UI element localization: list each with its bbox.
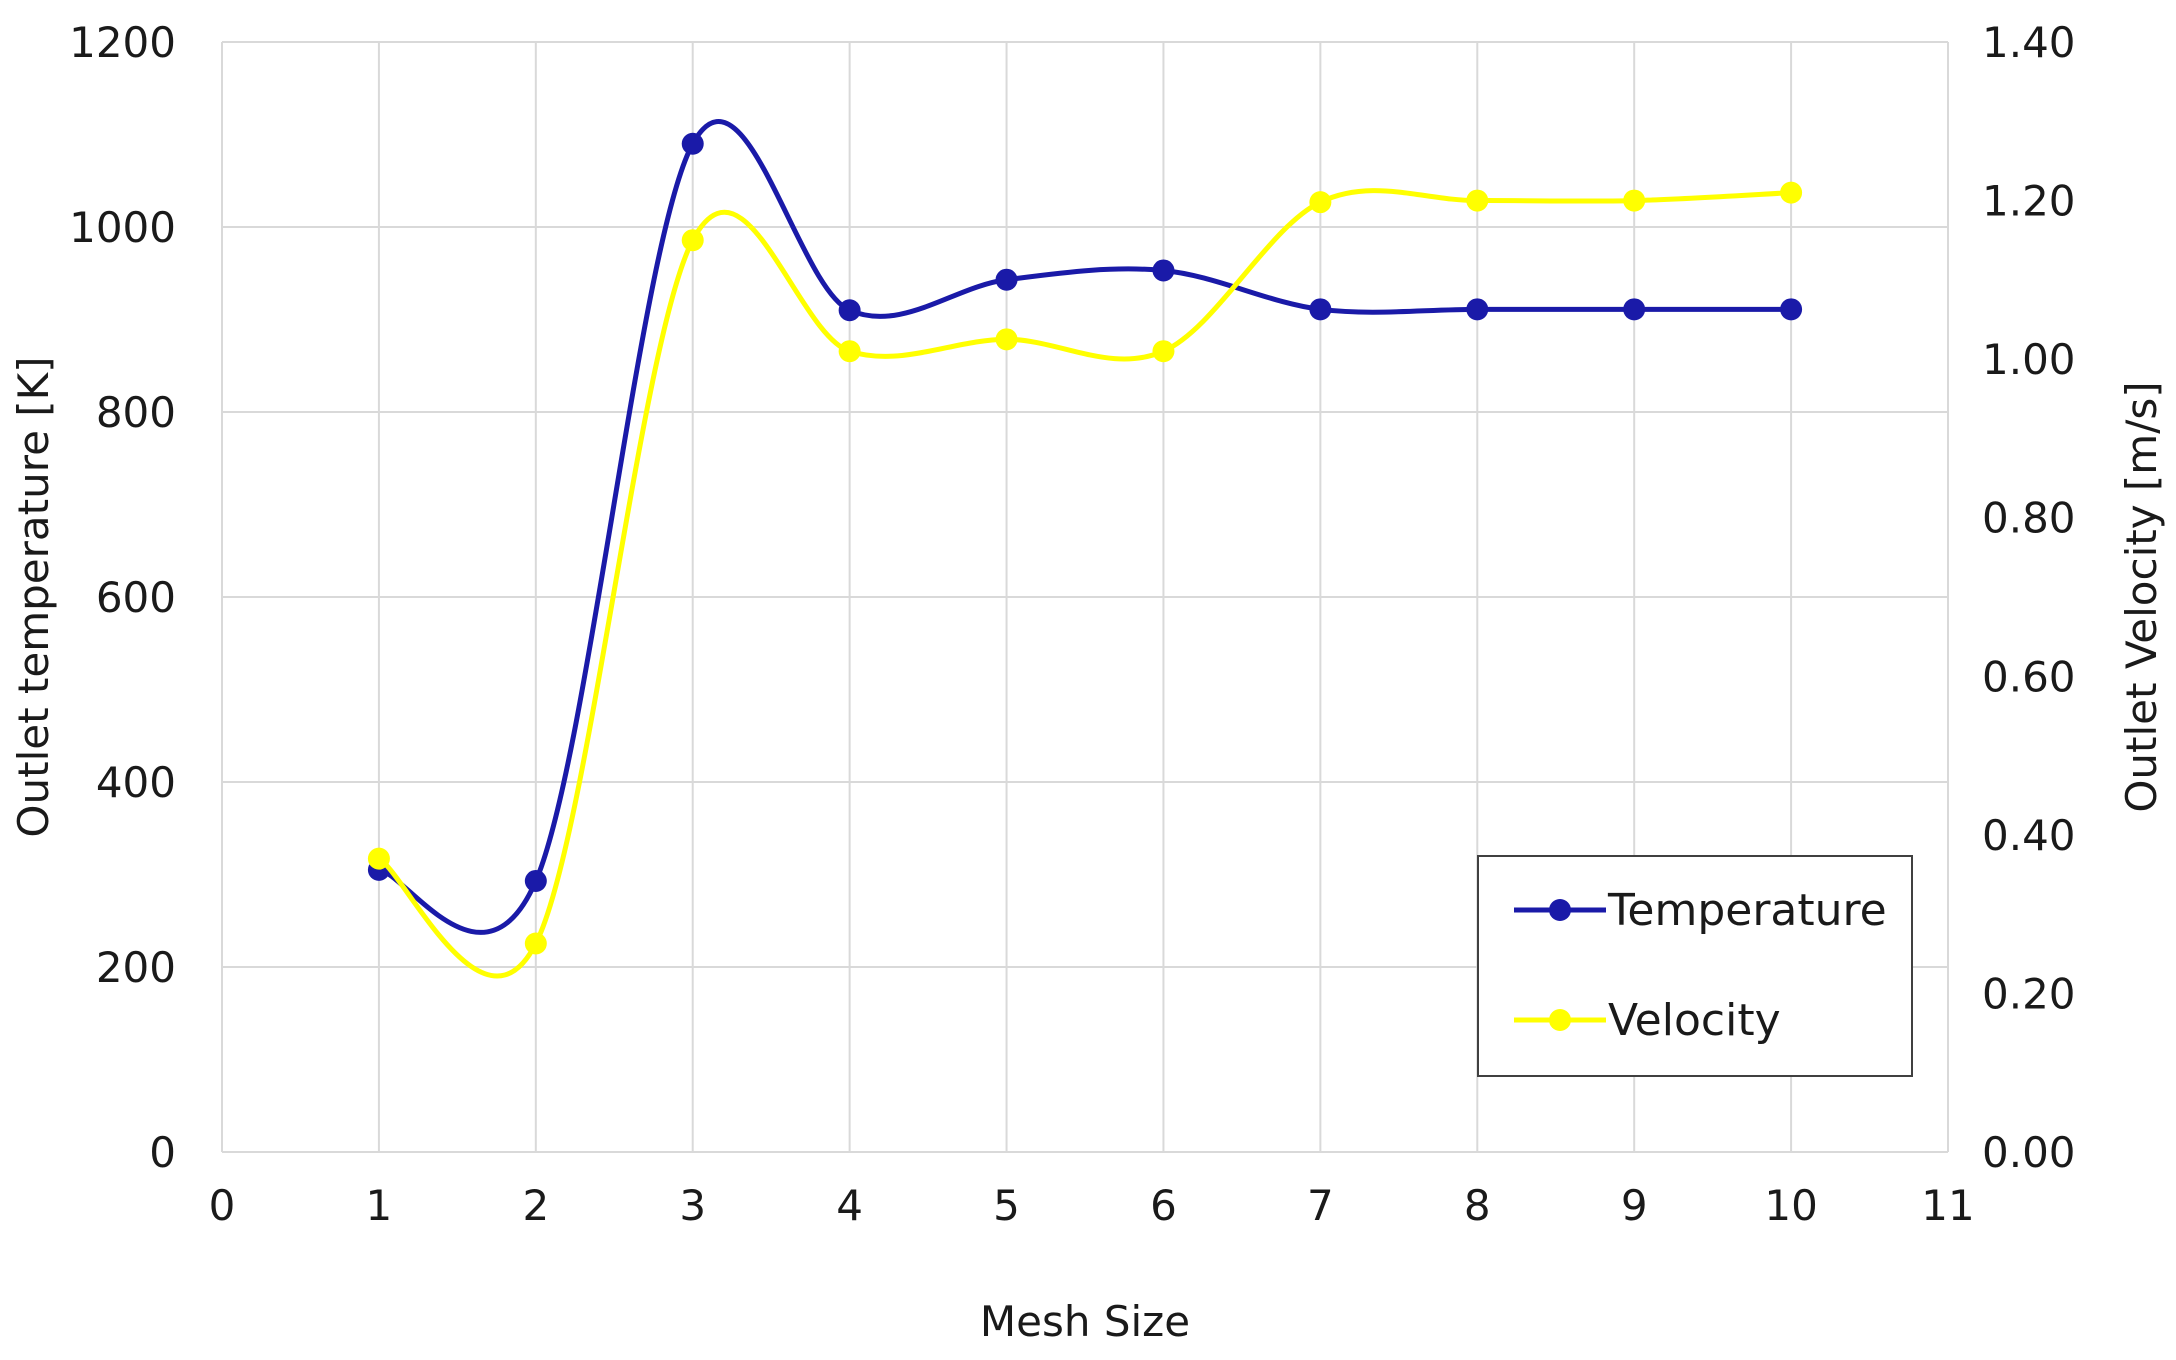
x-tick-label: 10 [1764,1181,1817,1230]
temperature-point [1466,298,1489,321]
velocity-point [367,847,390,870]
temperature-point [1309,298,1332,321]
y2-tick-label: 1.00 [1982,335,2076,384]
legend-box [1477,855,1913,1077]
x-tick-label: 7 [1307,1181,1334,1230]
y-tick-label: 600 [96,573,176,622]
y2-tick-label: 0.60 [1982,652,2076,701]
x-axis-title: Mesh Size [980,1297,1190,1346]
temperature-point [1780,298,1803,321]
velocity-point [1780,181,1803,204]
velocity-line [376,188,1794,979]
y2-tick-label: 0.40 [1982,811,2076,860]
y2-tick-label: 1.20 [1982,177,2076,226]
x-tick-label: 1 [366,1181,393,1230]
x-tick-label: 6 [1150,1181,1177,1230]
temperature-point [838,299,861,322]
velocity-point [524,932,547,955]
x-tick-label: 3 [679,1181,706,1230]
velocity-point [1309,191,1332,214]
x-tick-label: 2 [522,1181,549,1230]
temperature-point [1152,259,1175,282]
temperature-point [524,869,547,892]
velocity-point [838,340,861,363]
y-tick-label: 1000 [69,203,176,252]
y-axis-title: Outlet temperature [K] [9,356,58,837]
series-lines [367,119,1803,979]
y-tick-label: 800 [96,388,176,437]
legend-temperature-marker [1549,899,1571,921]
x-tick-label: 9 [1621,1181,1648,1230]
x-tick-label: 0 [209,1181,236,1230]
velocity-point [1466,189,1489,212]
velocity-point [681,229,704,252]
y-tick-label: 200 [96,943,176,992]
x-tick-label: 5 [993,1181,1020,1230]
y2-tick-label: 1.40 [1982,18,2076,67]
temperature-point [1623,298,1646,321]
x-tick-label: 4 [836,1181,863,1230]
y-tick-label: 400 [96,758,176,807]
legend-temperature-label: Temperature [1607,885,1887,936]
tick-labels: 0 1 2 3 4 5 6 7 8 9 10 11 0 200 400 600 800 1000 1200 0.00 0… [69,18,2075,1230]
legend-velocity-marker [1549,1009,1571,1031]
velocity-point [1623,189,1646,212]
temperature-point [995,268,1018,291]
x-tick-label: 11 [1921,1181,1974,1230]
legend-velocity-label: Velocity [1608,995,1781,1046]
grid [222,41,1948,1152]
y2-tick-label: 0.20 [1982,969,2076,1018]
velocity-point [1152,340,1175,363]
temperature-point [681,132,704,155]
axes [221,42,1949,1153]
x-tick-label: 8 [1464,1181,1491,1230]
y-tick-label: 1200 [69,18,176,67]
temperature-line [376,119,1794,935]
legend: Temperature Velocity [1477,855,1913,1077]
y2-axis-title: Outlet Velocity [m/s] [2117,381,2166,812]
y-tick-label: 0 [149,1128,176,1177]
y2-tick-label: 0.00 [1982,1128,2076,1177]
velocity-point [995,328,1018,351]
y2-tick-label: 0.80 [1982,494,2076,543]
